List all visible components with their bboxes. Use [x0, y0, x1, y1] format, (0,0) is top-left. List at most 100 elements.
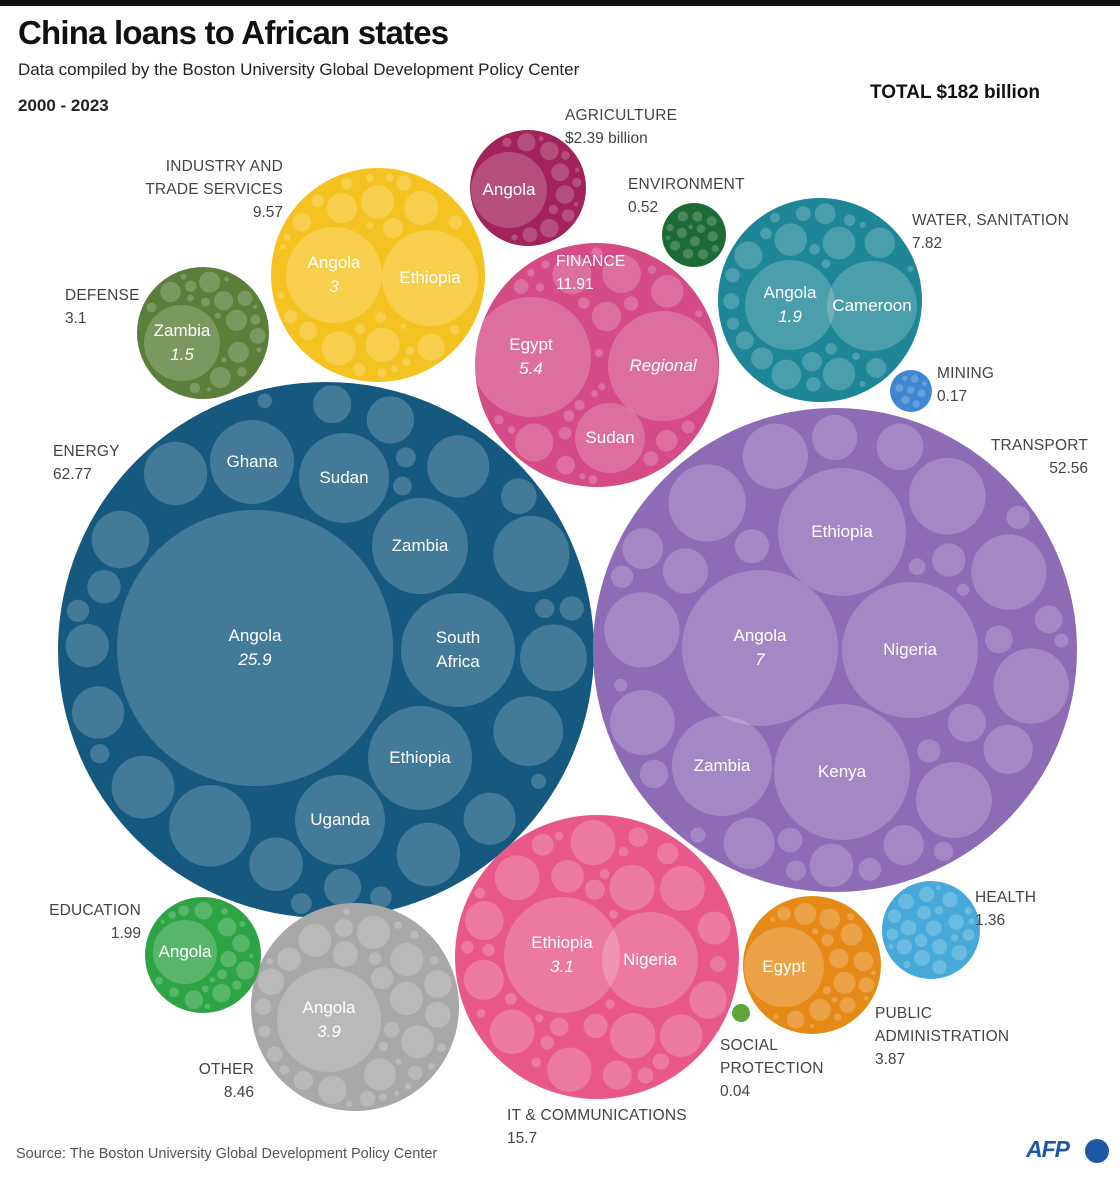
country-label: Nigeria — [623, 948, 677, 972]
country-bubble — [822, 986, 832, 995]
country-bubble — [318, 1075, 347, 1105]
country-bubble — [723, 817, 775, 869]
country-bubble — [622, 528, 664, 570]
country-bubble — [682, 570, 838, 726]
country-bubble — [471, 152, 547, 228]
country-bubble — [311, 194, 324, 208]
country-bubble — [293, 1070, 313, 1090]
country-bubble — [417, 333, 445, 361]
country-name: Angola — [307, 253, 361, 272]
country-label: Ethiopia 3.1 — [531, 931, 592, 979]
country-bubble — [896, 939, 912, 955]
country-bubble — [575, 167, 580, 173]
country-bubble — [257, 968, 285, 996]
country-bubble — [773, 1014, 779, 1020]
country-bubble — [656, 842, 679, 865]
country-bubble — [206, 387, 212, 392]
country-bubble — [213, 291, 234, 311]
country-bubble — [910, 375, 919, 384]
country-bubble — [785, 860, 807, 881]
country-name: Sudan — [319, 468, 369, 487]
sector-bubble-mining — [890, 370, 932, 412]
country-bubble — [698, 249, 709, 260]
country-bubble — [535, 283, 545, 292]
sector-name: IT & COMMUNICATIONS — [507, 1107, 687, 1124]
country-bubble — [609, 1013, 656, 1059]
country-bubble — [390, 982, 424, 1016]
sector-bubble-it-communications — [455, 815, 739, 1099]
country-bubble — [402, 358, 411, 367]
sector-value: 0.17 — [937, 388, 968, 405]
country-label: Sudan — [319, 466, 368, 490]
country-bubble — [637, 1067, 654, 1084]
country-bubble — [522, 227, 538, 243]
country-bubble — [500, 478, 537, 515]
country-bubble — [602, 912, 698, 1008]
country-name: Regional — [629, 356, 697, 375]
country-bubble — [538, 136, 544, 142]
country-bubble — [651, 275, 684, 308]
country-label: Angola 3.9 — [303, 996, 356, 1044]
country-bubble — [689, 236, 700, 247]
country-bubble — [366, 396, 415, 444]
country-bubble — [160, 919, 165, 924]
country-bubble — [221, 357, 227, 363]
country-label: Regional — [629, 354, 696, 378]
country-bubble — [155, 977, 163, 985]
sector-value: 1.99 — [110, 925, 141, 942]
sector-bubble-energy — [58, 382, 594, 918]
country-bubble — [917, 389, 926, 398]
country-bubble — [605, 999, 615, 1009]
sector-bubble-public-administration — [743, 896, 881, 1034]
country-bubble — [410, 930, 419, 939]
country-bubble — [689, 981, 727, 1019]
country-bubble — [253, 304, 258, 309]
country-bubble — [735, 331, 754, 350]
country-bubble — [396, 822, 461, 887]
country-bubble — [895, 383, 904, 392]
country-bubble — [382, 217, 404, 239]
country-bubble — [464, 901, 504, 940]
country-name: Angola — [302, 998, 356, 1017]
country-bubble — [681, 420, 695, 434]
country-bubble — [212, 983, 231, 1003]
country-bubble — [951, 944, 968, 961]
country-bubble — [608, 311, 718, 421]
sector-name: SOCIAL PROTECTION — [720, 1037, 824, 1077]
country-bubble — [256, 347, 262, 353]
country-bubble — [558, 426, 572, 440]
country-bubble — [909, 457, 986, 535]
sector-bubble-defense — [137, 267, 269, 399]
country-label: Angola 1.9 — [764, 281, 817, 329]
country-bubble — [806, 377, 821, 392]
country-bubble — [335, 919, 354, 937]
country-bubble — [489, 1009, 535, 1055]
country-bubble — [903, 960, 911, 969]
sector-label-transport: TRANSPORT 52.56 — [960, 434, 1088, 480]
country-bubble — [393, 921, 402, 929]
country-bubble — [908, 558, 926, 576]
country-bubble — [745, 260, 835, 350]
sector-label-industry-and-trade-services: INDUSTRY AND TRADE SERVICES 9.57 — [123, 155, 283, 224]
sector-bubble-industry-and-trade-services — [271, 168, 485, 382]
country-name: Cameroon — [832, 296, 912, 315]
country-bubble — [377, 368, 387, 378]
country-bubble — [184, 990, 203, 1009]
country-value: 5.4 — [519, 359, 543, 378]
country-bubble — [401, 593, 515, 707]
country-bubble — [146, 302, 157, 313]
country-name: Egypt — [509, 335, 553, 354]
country-bubble — [368, 952, 382, 966]
sector-name: PUBLIC ADMINISTRATION — [875, 1005, 1010, 1045]
country-bubble — [751, 347, 774, 370]
sector-name: FINANCE — [556, 253, 626, 270]
country-bubble — [901, 395, 910, 404]
country-label: Ethiopia — [389, 746, 450, 770]
country-bubble — [185, 280, 197, 292]
country-bubble — [540, 141, 559, 161]
sector-label-social-protection: SOCIAL PROTECTION 0.04 — [720, 1034, 840, 1103]
country-bubble — [221, 907, 228, 915]
country-bubble — [463, 959, 504, 1000]
country-bubble — [90, 744, 110, 764]
country-name: Angola — [482, 180, 536, 199]
